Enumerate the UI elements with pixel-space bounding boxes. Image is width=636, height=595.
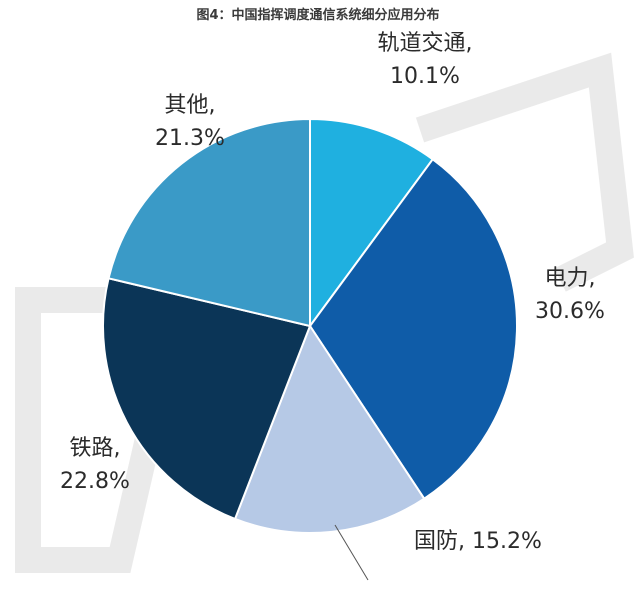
pie-label-4: 其他, 21.3% bbox=[155, 93, 225, 151]
pie-label-value-4: 21.3% bbox=[155, 126, 225, 151]
pie-label-0: 轨道交通, 10.1% bbox=[378, 31, 473, 89]
pie-label-value-1: 30.6% bbox=[535, 299, 605, 324]
pie-label-name-3: 铁路, bbox=[70, 436, 121, 461]
pie-slice-1 bbox=[308, 157, 518, 501]
pie-slices bbox=[102, 117, 518, 534]
pie-label-3: 铁路, 22.8% bbox=[60, 436, 130, 494]
chart-title: 图4：中国指挥调度通信系统细分应用分布 bbox=[196, 8, 440, 23]
pie-label-name-0: 轨道交通, bbox=[378, 31, 473, 56]
pie-label-name-1: 电力, bbox=[545, 266, 596, 291]
pie-labels: 轨道交通, 10.1% 电力, 30.6% 国防, 15.2% 铁路, 22.8% 其他, 21… bbox=[60, 31, 605, 554]
pie-slice-0 bbox=[309, 117, 435, 330]
pie-label-2: 国防, 15.2% bbox=[414, 529, 542, 554]
pie-slice-3 bbox=[102, 277, 312, 521]
pie-slice-2 bbox=[233, 323, 426, 534]
pie-label-value-3: 22.8% bbox=[60, 469, 130, 494]
pie-label-1: 电力, 30.6% bbox=[535, 266, 605, 324]
pie-slice-4 bbox=[107, 117, 311, 328]
pie-label-name-4: 其他, bbox=[165, 93, 216, 118]
pie-label-value-0: 10.1% bbox=[390, 64, 460, 89]
defense-leader-line bbox=[334, 524, 369, 581]
